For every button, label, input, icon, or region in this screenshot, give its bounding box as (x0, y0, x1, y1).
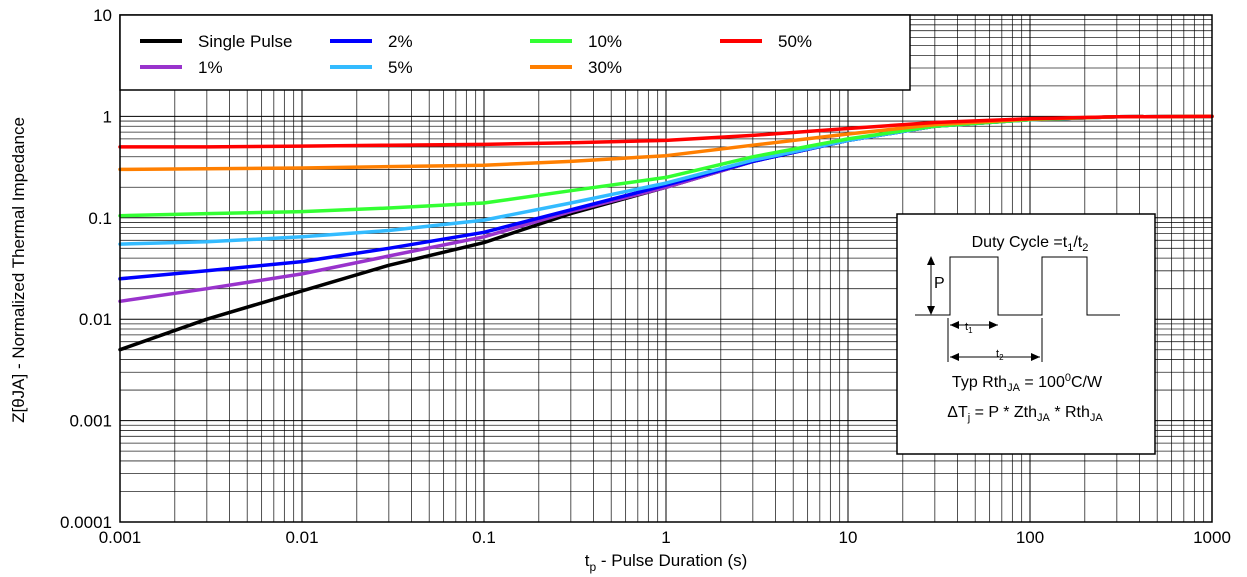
legend-label: 10% (588, 32, 622, 51)
p-label: P (934, 275, 945, 292)
t1-arrow-head-left (950, 321, 959, 329)
series-line (118, 114, 1214, 149)
legend-label: Single Pulse (198, 32, 293, 51)
x-tick-label: 100 (1016, 528, 1044, 547)
y-tick-label: 0.0001 (60, 513, 112, 532)
t1-label: t1 (965, 321, 973, 335)
inset-box (896, 213, 1156, 455)
p-arrow-head-top (927, 256, 935, 265)
x-tick-label: 0.001 (99, 528, 142, 547)
curves (118, 114, 1214, 352)
x-tick-label: 10 (839, 528, 858, 547)
legend-label: 1% (198, 58, 223, 77)
legend-label: 2% (388, 32, 413, 51)
x-axis-label: tp - Pulse Duration (s) (585, 551, 748, 574)
x-tick-label: 0.01 (285, 528, 318, 547)
y-tick-label: 0.1 (88, 209, 112, 228)
tick-labels: 0.001 0.01 0.1 1 10 100 10000.00010.0010.010.1… (60, 6, 1231, 547)
x-tick-label: 0.1 (472, 528, 496, 547)
t2-label: t2 (996, 348, 1004, 362)
legend-label: 30% (588, 58, 622, 77)
t1-arrow-head-right (989, 321, 998, 329)
rth-text: Typ RthJA = 1000C/W (952, 372, 1103, 394)
legend-box (119, 14, 911, 91)
p-arrow-head-bottom (927, 306, 935, 315)
y-tick-label: 0.01 (79, 310, 112, 329)
y-axis-label: Z[θJA] - Normalized Thermal Impedance (9, 117, 28, 423)
grid (119, 15, 1212, 523)
legend-label: 50% (778, 32, 812, 51)
t2-arrow-head-right (1031, 353, 1040, 361)
x-tick-label: 1000 (1193, 528, 1231, 547)
y-tick-label: 10 (93, 6, 112, 25)
duty-cycle-inset: Duty Cycle =t1/t2 P t1 t2 Typ RthJA = 10… (896, 213, 1156, 455)
legend-label: 5% (388, 58, 413, 77)
pulse-waveform (915, 256, 1120, 316)
y-tick-label: 0.001 (69, 412, 112, 431)
t2-arrow-head-left (950, 353, 959, 361)
legend: Single Pulse 1% 2% 5% 10% 30% 50% (119, 14, 911, 91)
y-tick-label: 1 (103, 107, 112, 126)
delta-t-text: ΔTj = P * ZthJA * RthJA (947, 404, 1103, 424)
inset-title: Duty Cycle =t1/t2 (972, 234, 1089, 254)
x-tick-label: 1 (661, 528, 670, 547)
